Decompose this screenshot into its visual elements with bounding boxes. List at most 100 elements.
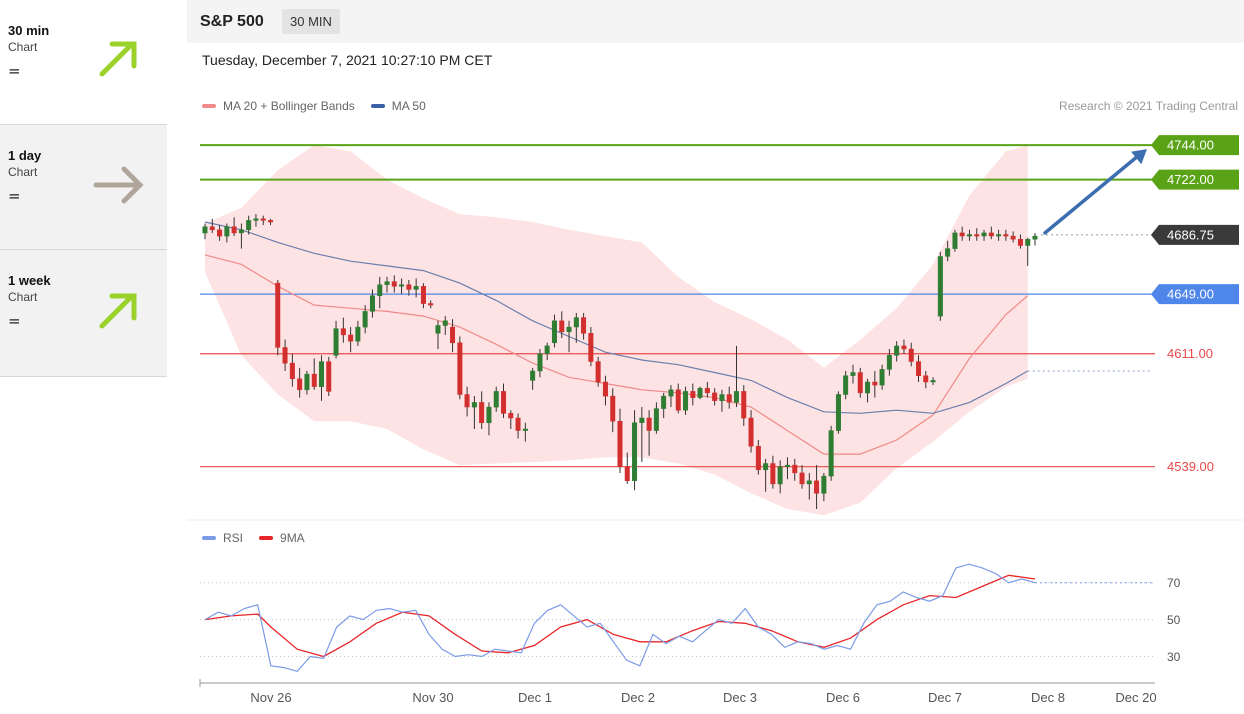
candle-body [544,345,550,354]
candle-body [675,389,681,411]
candle-body [857,372,863,394]
candle-body [355,326,361,342]
timeframe-badge[interactable]: 30 MIN [282,9,340,34]
candle-body [209,226,215,231]
candle-body [661,395,667,409]
level-label: 4744.00 [1167,138,1214,153]
candle-body [471,402,477,408]
candle-body [959,232,965,237]
candle-body [624,466,630,482]
candle-body [930,380,936,383]
candle-body [741,391,747,419]
candle-body [231,226,237,234]
candle-body [894,345,900,356]
x-tick-label: Dec 2 [621,690,655,705]
candle-body [333,328,339,356]
candle-body [835,394,841,431]
candle-body [515,417,521,431]
price-chart[interactable]: 4744.00 4722.00 4686.75 4649.00 4611.00 4539.… [187,0,1244,714]
candle-body [821,475,827,494]
rsi-tick-label: 70 [1167,576,1181,590]
candle-body [988,232,994,237]
candle-body [770,463,776,485]
candle-body [391,281,397,287]
chart-panel: S&P 500 30 MIN Tuesday, December 7, 2021… [187,0,1244,714]
chart-datetime: Tuesday, December 7, 2021 10:27:10 PM CE… [202,52,493,68]
candle-body [559,320,565,333]
legend-item-ma50[interactable]: MA 50 [370,99,426,113]
candle-body [238,229,244,234]
candle-body [952,232,958,249]
candle-body [828,430,834,477]
legend-swatch [202,104,216,108]
candle-body [945,248,951,257]
candle-body [464,394,470,408]
candle-body [755,446,761,471]
ma20-line [204,254,1029,455]
candle-body [923,375,929,383]
timeframe-card-1day[interactable]: 1 day Chart = [0,125,167,250]
legend-swatch [202,536,216,540]
candle-body [966,234,972,237]
level-label: 4611.00 [1167,346,1213,361]
right-arrow-icon [93,166,144,204]
legend-item-9ma[interactable]: 9MA [259,531,305,545]
candle-body [1017,238,1023,246]
candle-body [1010,235,1016,240]
candle-body [551,320,557,344]
candle-body [246,220,252,231]
candle-body [486,406,492,424]
candle-body [1003,234,1009,237]
candle-body [872,381,878,386]
candle-body [1032,235,1038,240]
x-tick-label: Dec 20 [1115,690,1156,705]
candle-body [442,320,448,326]
candle-body [806,480,812,485]
candle-body [537,353,543,372]
up-right-arrow-icon [99,293,137,329]
target-arrow-shaft [1043,153,1141,235]
candle-body [399,284,405,287]
candle-body [202,226,208,234]
level-label: 4649.00 [1167,287,1214,302]
candle-body [268,220,274,223]
candle-body [799,472,805,485]
candle-body [289,362,295,380]
candle-body [683,391,689,411]
candle-body [508,413,514,419]
candle-body [348,334,354,342]
candle-body [712,392,718,401]
candle-body [595,361,601,383]
candle-body [610,395,616,422]
candle-body [865,381,871,394]
timeframe-sidebar: 30 min Chart = 1 day Chart = 1 week Char… [0,0,167,377]
timeframe-label: 30 min [8,23,50,38]
level-tag [1151,284,1239,305]
candle-body [406,284,412,290]
target-arrow-head [1131,149,1147,165]
x-tick-label: Dec 3 [723,690,757,705]
candle-body [318,361,324,387]
timeframe-sub: Chart [8,290,38,304]
level-label: 4539.00 [1167,459,1214,474]
candle-body [792,464,798,474]
legend-swatch [259,536,274,540]
timeframe-card-30min[interactable]: 30 min Chart = [0,0,167,125]
candle-body [573,317,579,328]
rsi-9ma-line [204,574,1036,658]
candle-body [275,282,281,348]
legend-swatch [370,104,385,108]
timeframe-sub: Chart [8,165,38,179]
timeframe-card-1week[interactable]: 1 week Chart = [0,250,167,377]
candle-body [457,342,463,395]
rsi-legend: RSI 9MA [202,531,305,545]
candle-body [282,347,288,364]
candle-body [981,232,987,237]
legend-item-rsi[interactable]: RSI [202,531,243,545]
candle-body [733,391,739,403]
candle-body [588,333,594,362]
candle-body [493,391,499,408]
candle-body [726,394,732,403]
legend-item-ma20[interactable]: MA 20 + Bollinger Bands [202,99,355,113]
signal-equal: = [8,312,21,330]
